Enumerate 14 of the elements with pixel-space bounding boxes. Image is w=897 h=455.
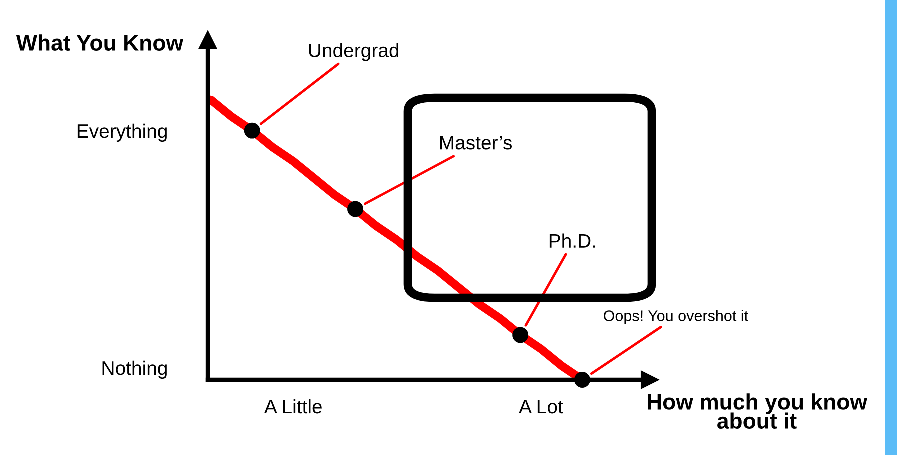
x-tick-label: A Lot xyxy=(519,400,564,414)
point xyxy=(574,372,590,388)
text: Oops! You overshot it xyxy=(604,310,748,324)
text: Everything xyxy=(78,124,167,142)
annotation: Master’s xyxy=(440,136,512,150)
text: Nothing xyxy=(102,360,167,380)
point xyxy=(348,201,364,218)
y-axis-title: What You Know xyxy=(16,34,184,51)
x-tick-label: A Little xyxy=(264,399,322,414)
annotation: Ph.D. xyxy=(550,234,596,248)
x-axis-title: How much you know about it xyxy=(648,394,868,430)
text: Undergrad xyxy=(309,43,399,62)
point xyxy=(512,327,529,344)
point xyxy=(244,122,260,139)
